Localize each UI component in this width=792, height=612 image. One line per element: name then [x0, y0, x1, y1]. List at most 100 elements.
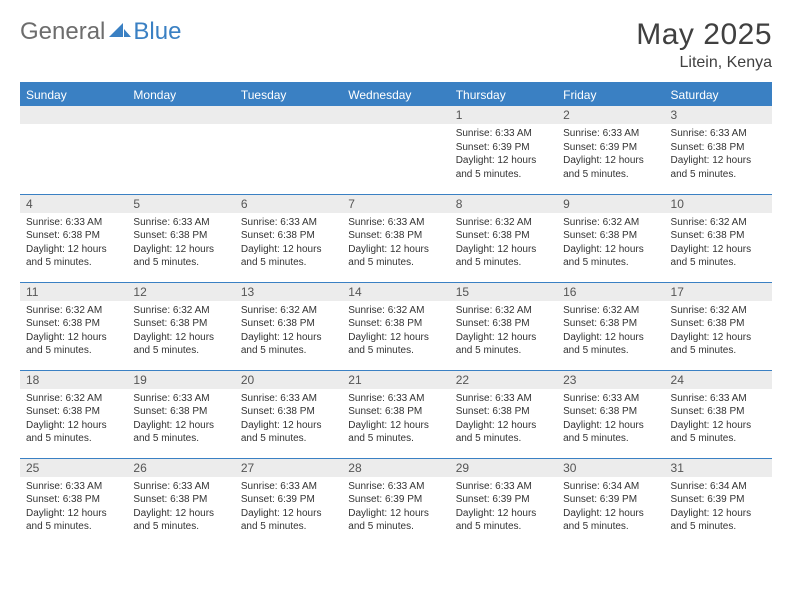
daylight-line: Daylight: 12 hours and 5 minutes. [456, 331, 551, 358]
sunset-line: Sunset: 6:38 PM [671, 317, 766, 331]
calendar-cell: 26Sunrise: 6:33 AMSunset: 6:38 PMDayligh… [127, 458, 234, 546]
calendar-cell: 30Sunrise: 6:34 AMSunset: 6:39 PMDayligh… [557, 458, 664, 546]
sunset-line: Sunset: 6:38 PM [456, 229, 551, 243]
day-number: 12 [127, 283, 234, 301]
calendar-row: 18Sunrise: 6:32 AMSunset: 6:38 PMDayligh… [20, 370, 772, 458]
sunset-line: Sunset: 6:39 PM [456, 493, 551, 507]
calendar-cell [20, 106, 127, 194]
daylight-line: Daylight: 12 hours and 5 minutes. [241, 331, 336, 358]
sunset-line: Sunset: 6:38 PM [241, 229, 336, 243]
calendar-cell: 10Sunrise: 6:32 AMSunset: 6:38 PMDayligh… [665, 194, 772, 282]
sunrise-line: Sunrise: 6:33 AM [241, 480, 336, 494]
calendar-row: 25Sunrise: 6:33 AMSunset: 6:38 PMDayligh… [20, 458, 772, 546]
sunrise-line: Sunrise: 6:32 AM [671, 216, 766, 230]
calendar-cell [342, 106, 449, 194]
sunrise-line: Sunrise: 6:33 AM [26, 480, 121, 494]
day-number: 30 [557, 459, 664, 477]
calendar-cell: 5Sunrise: 6:33 AMSunset: 6:38 PMDaylight… [127, 194, 234, 282]
sunset-line: Sunset: 6:38 PM [26, 229, 121, 243]
sunrise-line: Sunrise: 6:33 AM [241, 392, 336, 406]
day-number: 31 [665, 459, 772, 477]
day-number: 3 [665, 106, 772, 124]
weekday-header: Wednesday [342, 83, 449, 106]
sunrise-line: Sunrise: 6:32 AM [456, 216, 551, 230]
calendar-cell: 23Sunrise: 6:33 AMSunset: 6:38 PMDayligh… [557, 370, 664, 458]
day-content: Sunrise: 6:33 AMSunset: 6:39 PMDaylight:… [235, 477, 342, 538]
sunset-line: Sunset: 6:38 PM [563, 229, 658, 243]
sunrise-line: Sunrise: 6:33 AM [133, 392, 228, 406]
day-number: 15 [450, 283, 557, 301]
calendar-cell: 2 Sunrise: 6:33 AMSunset: 6:39 PMDaylight… [557, 106, 664, 194]
sunset-line: Sunset: 6:38 PM [348, 405, 443, 419]
sunrise-line: Sunrise: 6:32 AM [26, 392, 121, 406]
day-number: 16 [557, 283, 664, 301]
daylight-line: Daylight: 12 hours and 5 minutes. [133, 419, 228, 446]
sunrise-line: Sunrise: 6:33 AM [563, 127, 658, 141]
daylight-line: Daylight: 12 hours and 5 minutes. [456, 419, 551, 446]
daylight-line: Daylight: 12 hours and 5 minutes. [241, 419, 336, 446]
calendar-cell: 31Sunrise: 6:34 AMSunset: 6:39 PMDayligh… [665, 458, 772, 546]
sunrise-line: Sunrise: 6:33 AM [456, 392, 551, 406]
calendar-cell: 7Sunrise: 6:33 AMSunset: 6:38 PMDaylight… [342, 194, 449, 282]
day-number: 28 [342, 459, 449, 477]
sunrise-line: Sunrise: 6:33 AM [348, 392, 443, 406]
day-number: 23 [557, 371, 664, 389]
day-number-empty [235, 106, 342, 124]
day-content: Sunrise: 6:32 AMSunset: 6:38 PMDaylight:… [342, 301, 449, 362]
day-content: Sunrise: 6:33 AMSunset: 6:39 PMDaylight:… [450, 124, 557, 185]
sunrise-line: Sunrise: 6:33 AM [348, 480, 443, 494]
day-content: Sunrise: 6:33 AMSunset: 6:38 PMDaylight:… [342, 213, 449, 274]
sunrise-line: Sunrise: 6:32 AM [563, 216, 658, 230]
day-number: 27 [235, 459, 342, 477]
sunrise-line: Sunrise: 6:33 AM [133, 480, 228, 494]
day-content: Sunrise: 6:33 AMSunset: 6:38 PMDaylight:… [665, 389, 772, 450]
calendar-cell: 16Sunrise: 6:32 AMSunset: 6:38 PMDayligh… [557, 282, 664, 370]
sunrise-line: Sunrise: 6:32 AM [26, 304, 121, 318]
sunrise-line: Sunrise: 6:33 AM [671, 127, 766, 141]
calendar-cell: 18Sunrise: 6:32 AMSunset: 6:38 PMDayligh… [20, 370, 127, 458]
sunrise-line: Sunrise: 6:32 AM [671, 304, 766, 318]
calendar-cell: 6Sunrise: 6:33 AMSunset: 6:38 PMDaylight… [235, 194, 342, 282]
calendar-cell: 15Sunrise: 6:32 AMSunset: 6:38 PMDayligh… [450, 282, 557, 370]
sunrise-line: Sunrise: 6:33 AM [26, 216, 121, 230]
calendar-cell: 21Sunrise: 6:33 AMSunset: 6:38 PMDayligh… [342, 370, 449, 458]
month-title: May 2025 [636, 18, 772, 52]
calendar-cell: 24Sunrise: 6:33 AMSunset: 6:38 PMDayligh… [665, 370, 772, 458]
weekday-header: Friday [557, 83, 664, 106]
daylight-line: Daylight: 12 hours and 5 minutes. [26, 331, 121, 358]
daylight-line: Daylight: 12 hours and 5 minutes. [563, 154, 658, 181]
day-number: 5 [127, 195, 234, 213]
day-number: 7 [342, 195, 449, 213]
calendar-cell [235, 106, 342, 194]
brand-text-blue: Blue [133, 18, 181, 46]
daylight-line: Daylight: 12 hours and 5 minutes. [348, 331, 443, 358]
sunset-line: Sunset: 6:38 PM [133, 317, 228, 331]
daylight-line: Daylight: 12 hours and 5 minutes. [348, 507, 443, 534]
day-number: 2 [557, 106, 664, 124]
weekday-header-row: Sunday Monday Tuesday Wednesday Thursday… [20, 83, 772, 106]
weekday-header: Tuesday [235, 83, 342, 106]
sunset-line: Sunset: 6:38 PM [456, 317, 551, 331]
sunrise-line: Sunrise: 6:32 AM [133, 304, 228, 318]
sunset-line: Sunset: 6:39 PM [563, 141, 658, 155]
day-number: 22 [450, 371, 557, 389]
daylight-line: Daylight: 12 hours and 5 minutes. [563, 507, 658, 534]
daylight-line: Daylight: 12 hours and 5 minutes. [241, 507, 336, 534]
calendar-cell: 9Sunrise: 6:32 AMSunset: 6:38 PMDaylight… [557, 194, 664, 282]
day-content: Sunrise: 6:32 AMSunset: 6:38 PMDaylight:… [557, 213, 664, 274]
sunset-line: Sunset: 6:38 PM [671, 229, 766, 243]
sunrise-line: Sunrise: 6:32 AM [563, 304, 658, 318]
daylight-line: Daylight: 12 hours and 5 minutes. [671, 243, 766, 270]
calendar-cell: 8Sunrise: 6:32 AMSunset: 6:38 PMDaylight… [450, 194, 557, 282]
daylight-line: Daylight: 12 hours and 5 minutes. [26, 419, 121, 446]
calendar-cell: 19Sunrise: 6:33 AMSunset: 6:38 PMDayligh… [127, 370, 234, 458]
day-number-empty [342, 106, 449, 124]
day-content: Sunrise: 6:33 AMSunset: 6:38 PMDaylight:… [20, 477, 127, 538]
sunrise-line: Sunrise: 6:34 AM [563, 480, 658, 494]
daylight-line: Daylight: 12 hours and 5 minutes. [133, 243, 228, 270]
calendar-cell [127, 106, 234, 194]
sunrise-line: Sunrise: 6:33 AM [456, 127, 551, 141]
day-content: Sunrise: 6:33 AMSunset: 6:38 PMDaylight:… [235, 389, 342, 450]
calendar-table: Sunday Monday Tuesday Wednesday Thursday… [20, 82, 772, 546]
daylight-line: Daylight: 12 hours and 5 minutes. [133, 331, 228, 358]
